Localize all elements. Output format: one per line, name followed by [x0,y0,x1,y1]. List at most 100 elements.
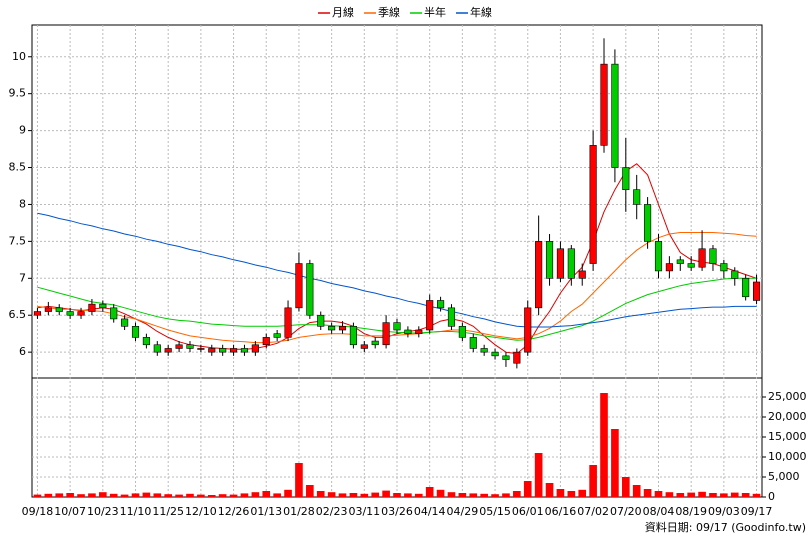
candle-body [229,348,238,353]
candle-body [654,241,663,272]
candle-body [633,189,641,205]
candle-body [513,351,521,364]
candle-body [164,348,172,353]
volume-bar [295,463,303,497]
volume-bar [142,492,151,497]
candle-body [742,278,750,298]
x-tick-label: 11/25 [152,505,184,518]
volume-bar [654,491,663,497]
candle-body [66,311,74,316]
volume-bar [523,481,532,497]
volume-bar [436,489,445,497]
volume-bar [88,493,96,497]
volume-bar [480,493,488,497]
candle-body [99,303,107,309]
candle-body [589,145,597,264]
x-tick-label: 07/02 [577,505,609,518]
volume-bar [284,489,292,497]
candle-body [698,248,706,268]
y-tick-label: 8.5 [9,161,27,174]
volume-bar [469,493,478,497]
legend-label: 月線 [332,5,354,19]
x-tick-label: 09/03 [708,505,740,518]
candle-body [556,248,565,279]
candle-body [709,248,717,264]
candle-body [567,248,575,279]
volume-bar [175,494,183,497]
candle-body [752,281,761,301]
y-tick-label: 7 [19,271,26,284]
candle-body [208,348,216,353]
x-tick-label: 10/23 [87,505,119,518]
y-tick-label: 9.5 [9,87,27,100]
candle-body [415,329,423,334]
candle-body [338,326,347,331]
volume-bar [338,493,347,497]
candle-body [88,303,96,312]
volume-bar [131,493,140,497]
volume-bar [164,494,173,497]
x-tick-label: 06/01 [512,505,544,518]
x-tick-label: 03/26 [381,505,413,518]
volume-bar [730,492,739,497]
candle-body [731,270,739,279]
volume-bar [186,493,194,497]
volume-bar [632,485,641,497]
candle-body [426,300,434,331]
volume-bar [262,491,271,497]
volume-bar [44,493,53,497]
candle-body [360,344,368,349]
candle-body [469,337,477,349]
candle-body [33,311,42,316]
candle-body [720,263,728,272]
y2-tick-label: 15,000 [768,430,807,443]
candle-body [77,311,85,316]
volume-bar [240,493,249,497]
volume-bar [741,493,750,497]
x-tick-label: 12/10 [185,505,217,518]
candle-body [545,241,554,279]
volume-bar [687,492,695,497]
candle-body [676,259,684,264]
volume-bar [578,489,587,497]
candle-body [480,348,488,353]
x-tick-label: 08/04 [643,505,675,518]
candle-body [447,307,456,327]
volume-bar [404,493,412,497]
volume-bar [611,429,619,497]
candle-body [44,307,52,312]
candle-body [371,340,379,346]
candle-body [535,241,543,309]
candle-body [55,307,63,312]
volume-bar [425,487,434,497]
volume-bar [197,494,205,497]
candle-body [251,344,259,353]
candle-body [491,351,499,357]
y2-tick-label: 5,000 [768,470,800,483]
volume-bar [382,490,390,497]
candle-body [197,348,205,350]
y-tick-label: 9 [19,124,26,137]
ma-line [37,163,757,355]
candle-body [306,263,314,316]
candle-body [131,326,140,338]
volume-bar [698,491,706,497]
legend-label: 年線 [470,5,492,19]
candle-body [458,326,466,338]
volume-bar [99,492,107,497]
volume-bar [621,477,630,497]
volume-bar [66,493,74,497]
x-tick-label: 09/17 [741,505,773,518]
volume-bar [643,489,652,497]
x-tick-label: 03/11 [348,505,380,518]
legend-label: 半年 [424,5,446,19]
volume-bar [545,483,554,497]
footer: 資料日期: 09/17 (Goodinfo.tw) [645,520,806,534]
volume-bar [720,493,728,497]
y-tick-label: 6.5 [9,308,27,321]
candle-body [393,322,401,331]
x-tick-label: 04/14 [414,505,446,518]
candle-body [644,204,652,242]
candle-body [404,329,412,334]
volume-bar [513,491,521,497]
